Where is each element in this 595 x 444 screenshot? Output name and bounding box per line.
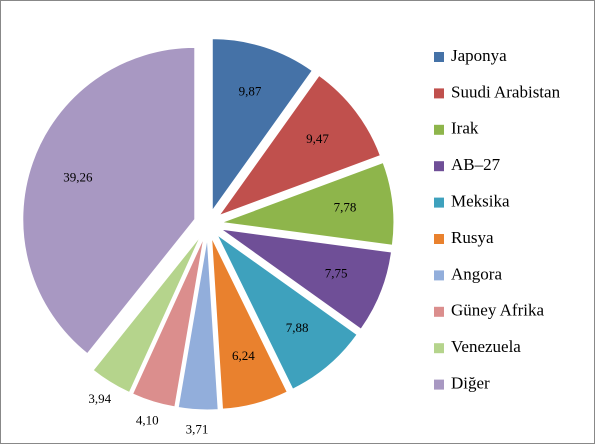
- legend-swatch: [434, 270, 444, 281]
- pie-slice: [22, 46, 196, 355]
- pie-slice: [221, 161, 395, 246]
- legend-swatch: [434, 234, 444, 244]
- data-label: 7,78: [334, 200, 357, 215]
- data-label: 7,75: [325, 266, 348, 281]
- data-label: 9,87: [239, 84, 262, 99]
- pie-slice: [211, 237, 288, 410]
- legend-swatch: [434, 161, 444, 172]
- pie-slice: [220, 228, 393, 330]
- legend-label: Diğer: [451, 374, 490, 393]
- data-label: 9,47: [306, 131, 329, 146]
- pie-slice: [177, 237, 219, 411]
- data-label: 4,10: [136, 412, 159, 427]
- legend-label: Güney Afrika: [451, 301, 544, 320]
- legend-swatch: [434, 197, 444, 208]
- legend-label: Venezuela: [451, 337, 521, 356]
- legend-swatch: [434, 343, 444, 354]
- pie-slice: [92, 235, 202, 394]
- legend-label: Suudi Arabistan: [451, 82, 561, 101]
- legend-swatch: [434, 88, 444, 99]
- legend-swatch: [434, 306, 444, 317]
- pie-slice: [131, 237, 205, 408]
- legend-swatch: [434, 52, 444, 62]
- legend-label: Angora: [451, 264, 502, 283]
- data-label: 6,24: [232, 348, 255, 363]
- legend-label: AB–27: [451, 155, 501, 174]
- data-label: 39,26: [63, 169, 93, 184]
- legend-swatch: [434, 124, 444, 135]
- legend-label: Meksika: [451, 192, 510, 211]
- pie-slice: [216, 234, 358, 390]
- data-label: 7,88: [286, 320, 309, 335]
- pie-slice: [217, 74, 381, 217]
- pie-slice: [211, 38, 313, 213]
- legend-swatch: [434, 379, 444, 390]
- legend-label: Irak: [451, 119, 479, 138]
- data-label: 3,94: [88, 391, 111, 406]
- legend-label: Japonya: [451, 46, 507, 65]
- legend-label: Rusya: [451, 228, 494, 247]
- data-label: 3,71: [186, 421, 209, 436]
